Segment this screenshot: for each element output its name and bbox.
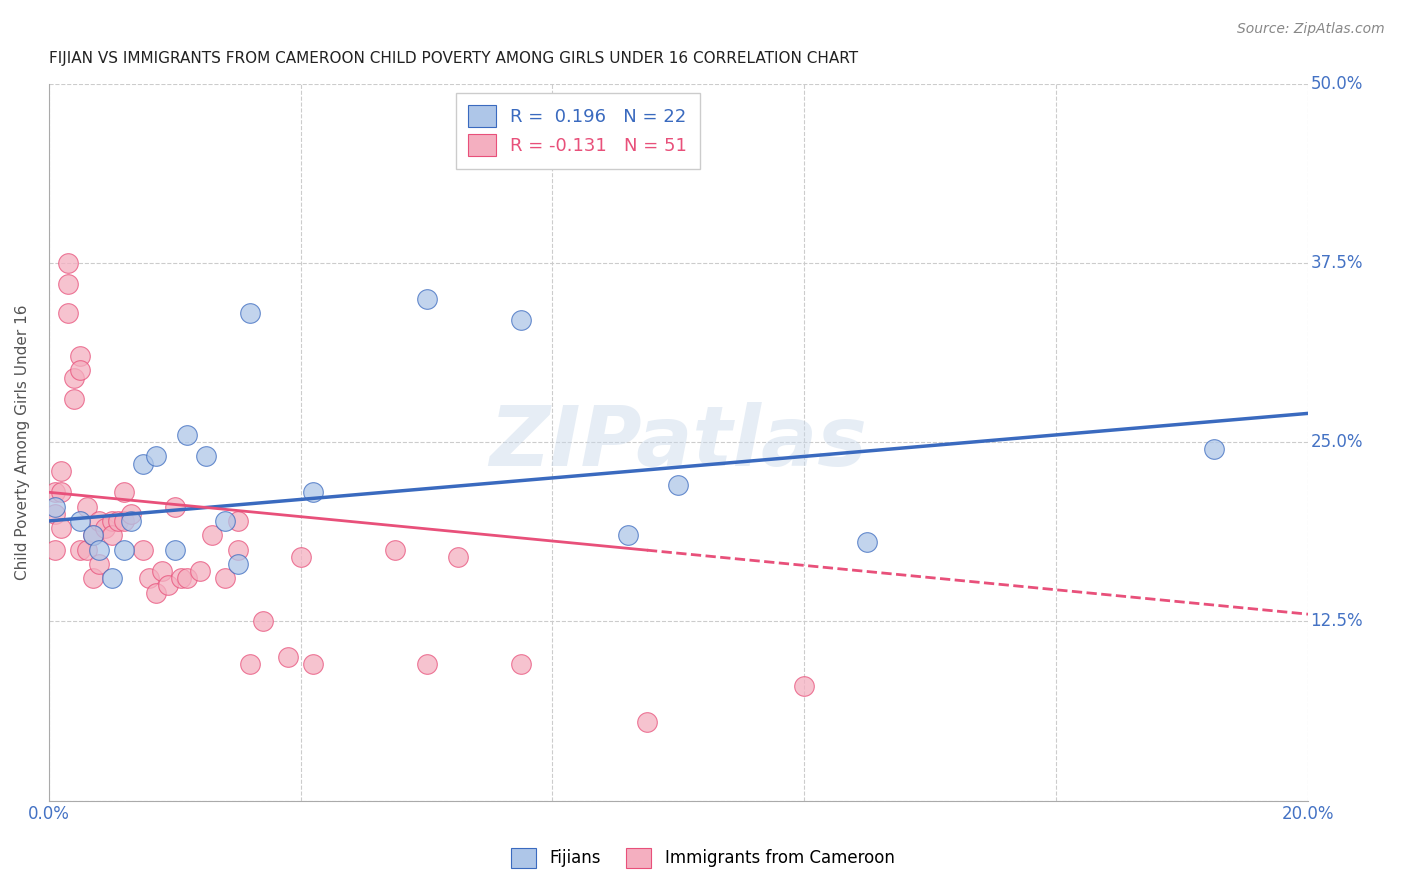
Point [69, 349, 91, 363]
Point [188, 564, 211, 578]
Point [56, 256, 79, 270]
Point [82, 571, 104, 585]
Text: 50.0%: 50.0% [1310, 75, 1362, 93]
Point [239, 657, 262, 672]
Point [44, 485, 66, 500]
Point [302, 485, 325, 500]
Point [145, 585, 167, 599]
Point [100, 514, 122, 528]
Point [63, 392, 86, 406]
Point [252, 615, 274, 629]
Point [226, 514, 249, 528]
Point [163, 542, 186, 557]
Point [163, 500, 186, 514]
Point [44, 500, 66, 514]
Point [112, 542, 135, 557]
Point [51, 521, 73, 535]
Point [214, 571, 236, 585]
Text: FIJIAN VS IMMIGRANTS FROM CAMEROON CHILD POVERTY AMONG GIRLS UNDER 16 CORRELATIO: FIJIAN VS IMMIGRANTS FROM CAMEROON CHILD… [49, 51, 858, 66]
Point [302, 657, 325, 672]
Point [56, 306, 79, 320]
Point [100, 528, 122, 542]
Point [44, 507, 66, 521]
Text: ZIPatlas: ZIPatlas [489, 401, 868, 483]
Point [145, 450, 167, 464]
Point [157, 578, 180, 592]
Point [51, 464, 73, 478]
Text: 12.5%: 12.5% [1310, 612, 1364, 631]
Point [668, 478, 690, 492]
Point [510, 657, 533, 672]
Point [195, 450, 218, 464]
Point [150, 564, 173, 578]
Point [384, 542, 406, 557]
Point [226, 557, 249, 571]
Text: 37.5%: 37.5% [1310, 254, 1362, 272]
Point [82, 528, 104, 542]
Point [636, 714, 658, 729]
Point [44, 542, 66, 557]
Point [132, 457, 155, 471]
Point [290, 549, 312, 564]
Point [447, 549, 470, 564]
Legend: Fijians, Immigrants from Cameroon: Fijians, Immigrants from Cameroon [505, 841, 901, 875]
Text: 25.0%: 25.0% [1310, 434, 1362, 451]
Point [89, 514, 111, 528]
Point [138, 571, 160, 585]
Point [112, 514, 135, 528]
Point [63, 370, 86, 384]
Point [793, 679, 815, 693]
Point [415, 657, 437, 672]
Point [201, 528, 224, 542]
Point [100, 571, 122, 585]
Point [132, 542, 155, 557]
Point [51, 485, 73, 500]
Point [277, 650, 299, 665]
Point [120, 507, 142, 521]
Point [107, 514, 129, 528]
Point [226, 542, 249, 557]
Point [510, 313, 533, 327]
Point [1202, 442, 1225, 457]
Legend: R =  0.196   N = 22, R = -0.131   N = 51: R = 0.196 N = 22, R = -0.131 N = 51 [456, 93, 700, 169]
Point [89, 557, 111, 571]
Point [176, 571, 198, 585]
Point [94, 521, 117, 535]
Point [112, 485, 135, 500]
Point [89, 542, 111, 557]
Point [856, 535, 879, 549]
Point [239, 306, 262, 320]
Point [76, 542, 98, 557]
Point [176, 428, 198, 442]
Y-axis label: Child Poverty Among Girls Under 16: Child Poverty Among Girls Under 16 [15, 304, 30, 580]
Point [69, 542, 91, 557]
Point [617, 528, 640, 542]
Text: Source: ZipAtlas.com: Source: ZipAtlas.com [1237, 22, 1385, 37]
Point [170, 571, 193, 585]
Point [120, 514, 142, 528]
Point [82, 528, 104, 542]
Point [69, 514, 91, 528]
Point [214, 514, 236, 528]
Point [76, 500, 98, 514]
Point [56, 277, 79, 292]
Point [415, 292, 437, 306]
Point [69, 363, 91, 377]
